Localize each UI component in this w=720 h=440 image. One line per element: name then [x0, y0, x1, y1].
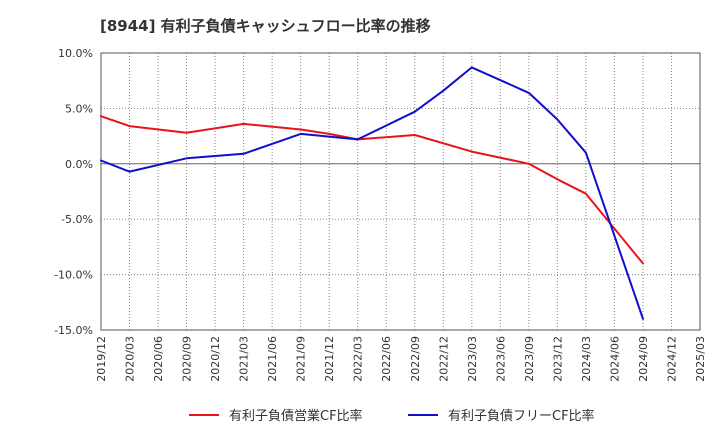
chart-title: [8944] 有利子負債キャッシュフロー比率の推移	[100, 17, 431, 35]
x-tick-label: 2025/03	[694, 336, 707, 382]
x-tick-label: 2022/06	[380, 336, 393, 382]
y-tick-label: 5.0%	[65, 102, 93, 115]
x-tick-label: 2021/09	[295, 336, 308, 382]
y-tick-label: -15.0%	[54, 324, 93, 337]
x-tick-label: 2023/03	[466, 336, 479, 382]
x-tick-label: 2020/06	[152, 336, 165, 382]
x-tick-label: 2023/12	[551, 336, 564, 382]
legend-label-2: 有利子負債フリーCF比率	[448, 408, 595, 424]
x-tick-label: 2024/09	[637, 336, 650, 382]
x-tick-label: 2022/09	[409, 336, 422, 382]
x-tick-label: 2021/03	[238, 336, 251, 382]
axis-layer: 10.0% 5.0% 0.0% -5.0% -10.0% -15.0%2019/12 202…	[54, 47, 707, 382]
x-tick-label: 2023/06	[494, 336, 507, 382]
series-line-2	[100, 66, 644, 320]
x-tick-label: 2023/09	[523, 336, 536, 382]
x-tick-label: 2024/03	[580, 336, 593, 382]
x-tick-label: 2020/03	[124, 336, 137, 382]
x-tick-label: 2022/12	[437, 336, 450, 382]
y-tick-label: -5.0%	[61, 213, 93, 226]
legend-label-1: 有利子負債営業CF比率	[229, 408, 363, 424]
y-tick-label: 0.0%	[65, 158, 93, 171]
x-tick-label: 2020/12	[209, 336, 222, 382]
x-tick-label: 2021/12	[323, 336, 336, 382]
series-layer	[100, 66, 644, 320]
x-tick-label: 2024/12	[665, 336, 678, 382]
grid-layer	[100, 52, 701, 331]
x-tick-label: 2022/03	[352, 336, 365, 382]
plot-frame	[100, 52, 701, 331]
plot-area	[101, 53, 700, 330]
y-tick-label: 10.0%	[58, 47, 93, 60]
x-tick-label: 2019/12	[95, 336, 108, 382]
y-tick-label: -10.0%	[54, 269, 93, 282]
legend: 有利子負債営業CF比率 有利子負債フリーCF比率	[189, 408, 595, 424]
x-tick-label: 2024/06	[608, 336, 621, 382]
x-tick-label: 2021/06	[266, 336, 279, 382]
x-tick-label: 2020/09	[181, 336, 194, 382]
